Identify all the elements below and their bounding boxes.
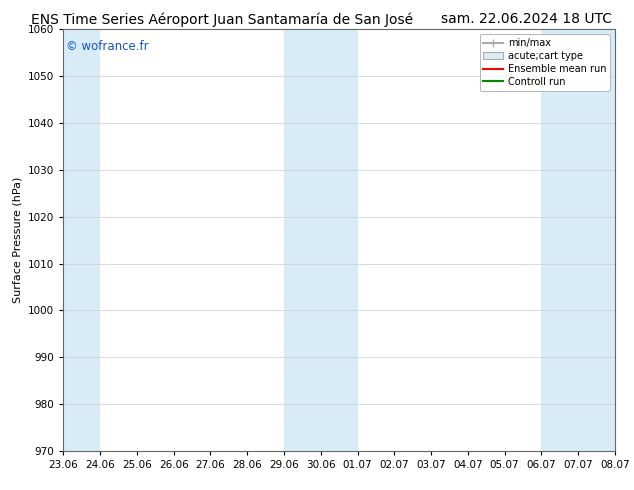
Y-axis label: Surface Pressure (hPa): Surface Pressure (hPa): [13, 177, 23, 303]
Text: © wofrance.fr: © wofrance.fr: [66, 40, 149, 53]
Bar: [63, 29, 100, 451]
Legend: min/max, acute;cart type, Ensemble mean run, Controll run: min/max, acute;cart type, Ensemble mean …: [479, 34, 610, 91]
Bar: [541, 29, 615, 451]
Bar: [284, 29, 358, 451]
Text: sam. 22.06.2024 18 UTC: sam. 22.06.2024 18 UTC: [441, 12, 612, 26]
Text: ENS Time Series Aéroport Juan Santamaría de San José: ENS Time Series Aéroport Juan Santamaría…: [31, 12, 413, 27]
